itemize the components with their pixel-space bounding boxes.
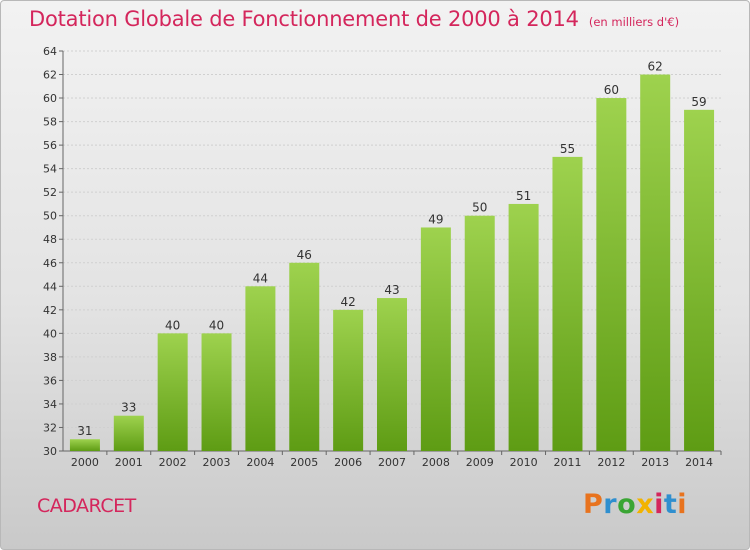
y-tick-label: 42 bbox=[43, 304, 57, 317]
data-label: 62 bbox=[648, 60, 663, 74]
bar bbox=[420, 227, 451, 451]
commune-name: CADARCET bbox=[37, 495, 136, 517]
y-tick-label: 62 bbox=[43, 69, 57, 82]
data-label: 33 bbox=[121, 401, 136, 415]
bars bbox=[69, 74, 715, 451]
logo-letter: P bbox=[583, 489, 604, 520]
x-tick-label: 2011 bbox=[553, 456, 581, 469]
proxiti-logo[interactable]: Proxiti bbox=[583, 489, 687, 520]
data-label: 59 bbox=[691, 95, 706, 109]
y-tick-label: 54 bbox=[43, 163, 57, 176]
data-label: 40 bbox=[209, 318, 224, 332]
x-tick-label: 2002 bbox=[159, 456, 187, 469]
bar bbox=[157, 333, 188, 451]
bar bbox=[201, 333, 232, 451]
y-tick-label: 50 bbox=[43, 210, 57, 223]
x-tick-label: 2006 bbox=[334, 456, 362, 469]
y-tick-label: 38 bbox=[43, 351, 57, 364]
y-tick-label: 58 bbox=[43, 116, 57, 129]
data-label: 44 bbox=[253, 271, 268, 285]
bar bbox=[377, 298, 407, 451]
y-tick-label: 46 bbox=[43, 257, 57, 270]
y-tick-label: 34 bbox=[43, 398, 57, 411]
logo-letter: x bbox=[636, 489, 655, 520]
x-tick-label: 2014 bbox=[685, 456, 713, 469]
data-label: 31 bbox=[77, 424, 92, 438]
title-line: Dotation Globale de Fonctionnement de 20… bbox=[29, 7, 679, 31]
data-label: 46 bbox=[297, 248, 312, 262]
data-label: 60 bbox=[604, 83, 619, 97]
x-tick-label: 2004 bbox=[246, 456, 274, 469]
y-tick-label: 56 bbox=[43, 139, 57, 152]
y-tick-label: 60 bbox=[43, 92, 57, 105]
bar bbox=[464, 215, 495, 451]
bar bbox=[508, 203, 539, 451]
data-label: 50 bbox=[472, 201, 487, 215]
data-label: 55 bbox=[560, 142, 575, 156]
y-tick-label: 32 bbox=[43, 421, 57, 434]
bar bbox=[289, 262, 320, 451]
data-label: 40 bbox=[165, 318, 180, 332]
logo-letter: r bbox=[603, 489, 618, 520]
bar bbox=[552, 156, 583, 451]
logo-letter: i bbox=[654, 489, 664, 520]
y-tick-label: 52 bbox=[43, 186, 57, 199]
x-tick-label: 2003 bbox=[203, 456, 231, 469]
bar bbox=[640, 74, 671, 451]
x-tick-label: 2007 bbox=[378, 456, 406, 469]
x-tick-label: 2009 bbox=[466, 456, 494, 469]
chart-title: Dotation Globale de Fonctionnement de 20… bbox=[29, 7, 579, 31]
bar bbox=[596, 98, 627, 451]
y-tick-label: 64 bbox=[43, 45, 57, 58]
data-label: 49 bbox=[428, 212, 443, 226]
chart-subtitle: (en milliers d'€) bbox=[588, 15, 680, 29]
x-tick-label: 2008 bbox=[422, 456, 450, 469]
x-tick-label: 2000 bbox=[71, 456, 99, 469]
logo-letter: i bbox=[677, 489, 688, 520]
y-tick-label: 30 bbox=[43, 445, 57, 458]
bar bbox=[245, 286, 276, 451]
x-tick-label: 2012 bbox=[597, 456, 625, 469]
data-label: 43 bbox=[384, 283, 399, 297]
y-tick-label: 40 bbox=[43, 327, 57, 340]
x-tick-label: 2005 bbox=[290, 456, 318, 469]
data-label: 51 bbox=[516, 189, 531, 203]
y-tick-label: 48 bbox=[43, 233, 57, 246]
bar bbox=[333, 309, 364, 451]
y-tick-label: 44 bbox=[43, 280, 57, 293]
y-tick-label: 36 bbox=[43, 374, 57, 387]
labels: 30 32 34 36 38 40 42 44 46 48 50 52 54 56 58 60 62 64 31 20… bbox=[43, 45, 713, 469]
bar bbox=[69, 439, 100, 451]
logo-letter: o bbox=[617, 489, 637, 520]
data-label: 42 bbox=[340, 295, 355, 309]
logo-letter: t bbox=[663, 489, 678, 520]
x-tick-label: 2013 bbox=[641, 456, 669, 469]
x-tick-label: 2001 bbox=[115, 456, 143, 469]
bar bbox=[684, 109, 715, 451]
bar bbox=[113, 415, 144, 451]
x-tick-label: 2010 bbox=[510, 456, 538, 469]
